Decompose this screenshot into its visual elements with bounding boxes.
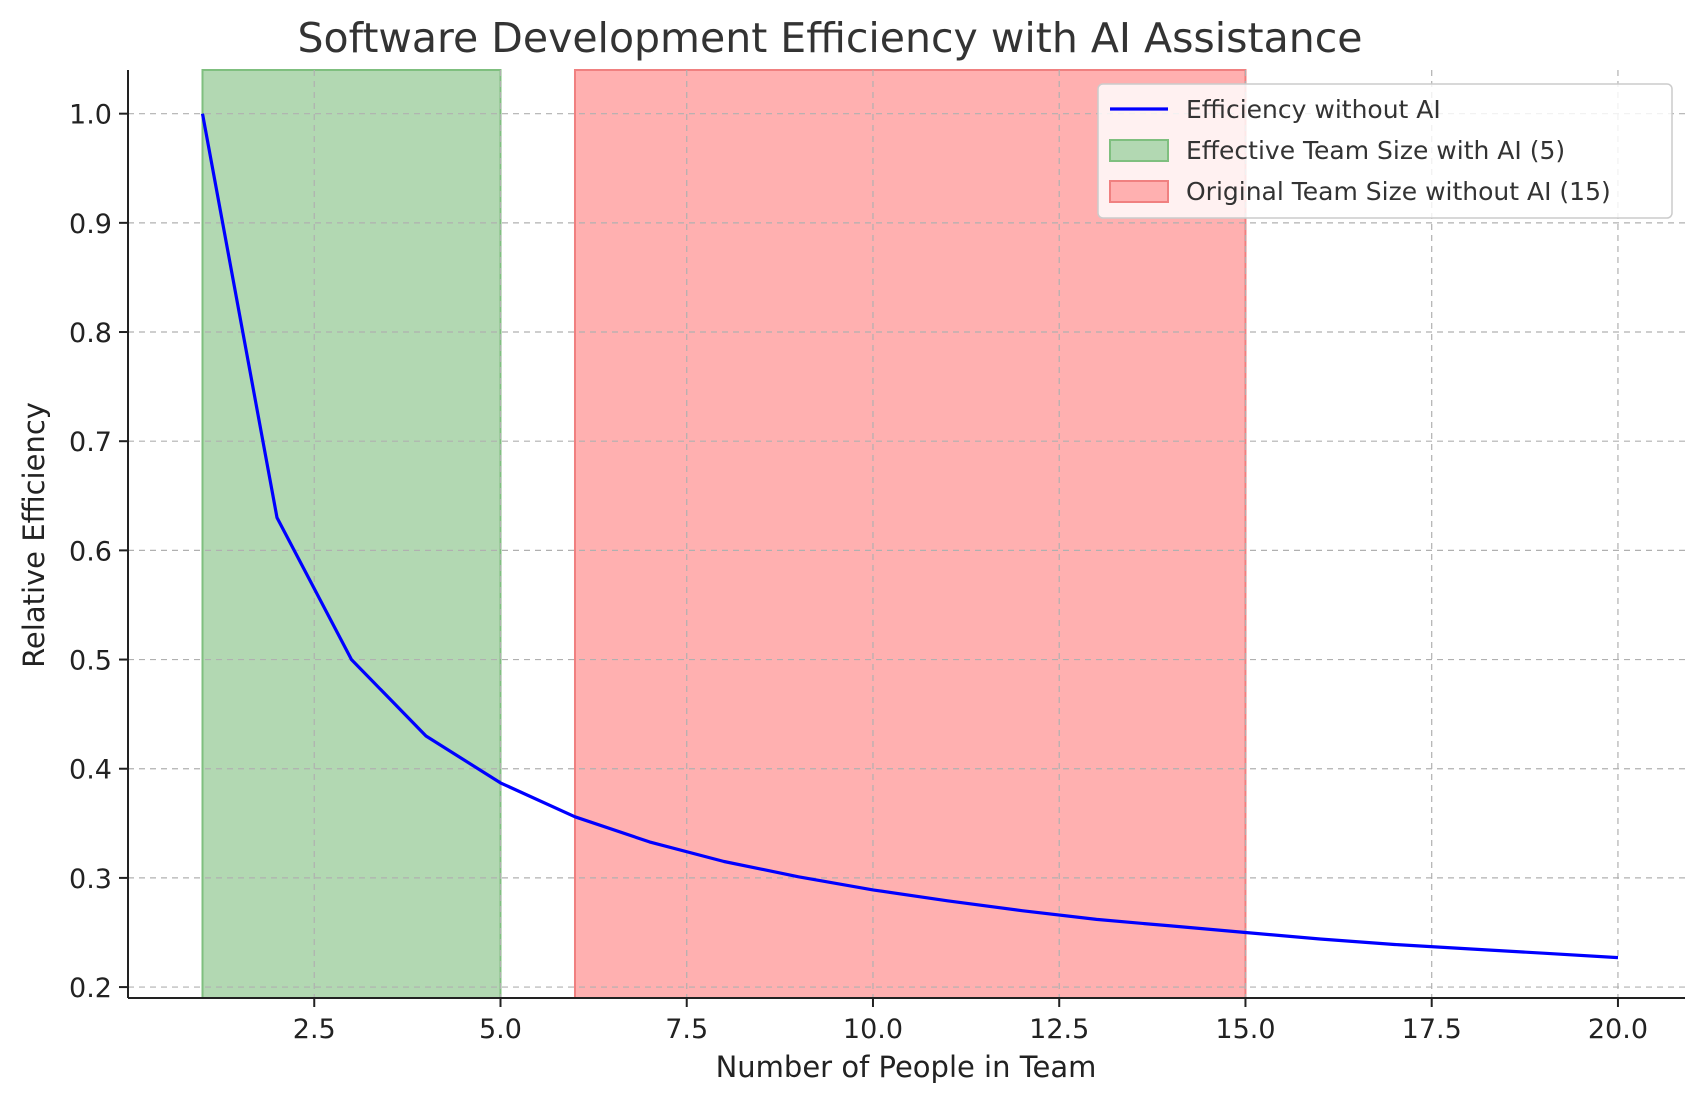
legend-label: Original Team Size without AI (15)	[1186, 177, 1611, 206]
axes	[119, 70, 1685, 1007]
legend-box	[1097, 83, 1673, 219]
y-tick-label: 0.4	[69, 755, 112, 786]
x-tick-label: 15.0	[1215, 1014, 1275, 1045]
tick-labels: 2.5 5.0 7.5 10.0 12.5 15.0 17.5 20.0 0.2 0.3 0.4 0.…	[69, 100, 1648, 1045]
series-lines	[200, 113, 1619, 960]
x-tick-label: 10.0	[843, 1014, 903, 1045]
y-tick-label: 0.7	[69, 427, 112, 458]
legend-swatch-patch	[1109, 139, 1169, 162]
series-line-1	[200, 113, 1619, 960]
legend-label: Efficiency without AI	[1186, 95, 1441, 124]
x-tick-label: 5.0	[479, 1014, 522, 1045]
y-tick-label: 0.9	[69, 209, 112, 240]
shaded-spans	[201, 69, 1247, 999]
y-tick-label: 0.2	[69, 973, 112, 1004]
y-tick-label: 0.3	[69, 864, 112, 895]
legend: Efficiency without AI Effective Team Size…	[1097, 83, 1673, 219]
gridlines	[128, 70, 1685, 998]
y-tick-label: 1.0	[69, 100, 112, 131]
chart-title: Software Development Efficiency with AI …	[298, 14, 1363, 62]
legend-label: Effective Team Size with AI (5)	[1186, 136, 1565, 165]
x-tick-label: 2.5	[293, 1014, 336, 1045]
x-axis-label: Number of People in Team	[716, 1050, 1097, 1084]
y-tick-label: 0.5	[69, 646, 112, 677]
legend-swatch-patch	[1109, 180, 1169, 203]
x-tick-label: 17.5	[1402, 1014, 1462, 1045]
span-1	[201, 69, 502, 999]
y-axis-label: Relative Efficiency	[17, 402, 51, 668]
x-tick-label: 20.0	[1588, 1014, 1648, 1045]
y-tick-label: 0.8	[69, 318, 112, 349]
x-tick-label: 12.5	[1029, 1014, 1089, 1045]
y-tick-label: 0.6	[69, 536, 112, 567]
x-tick-label: 7.5	[665, 1014, 708, 1045]
